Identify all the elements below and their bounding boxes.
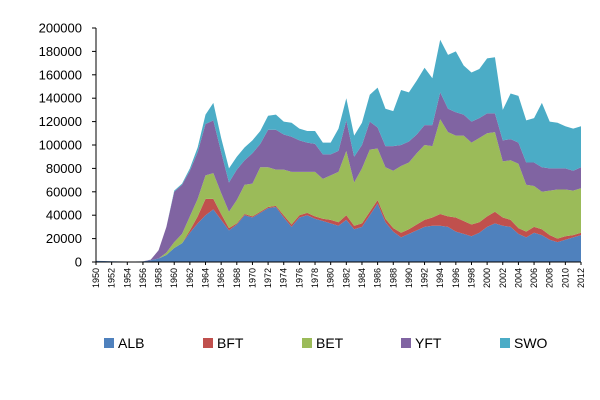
y-tick-label: 20000 xyxy=(46,231,82,246)
x-tick-label: 1962 xyxy=(185,268,195,288)
x-tick-label: 1982 xyxy=(341,268,351,288)
legend-label-yft: YFT xyxy=(415,335,442,351)
legend: ALB BFT BET YFT SWO xyxy=(104,335,548,351)
x-tick-label: 1984 xyxy=(357,268,367,288)
x-tick-label: 1952 xyxy=(107,268,117,288)
area-bft xyxy=(96,198,581,262)
x-axis: 1950 1952 1954 1956 1958 1960 1962 1964 1966 1968… xyxy=(91,261,586,288)
x-tick-label: 1996 xyxy=(451,268,461,288)
x-tick-label: 1970 xyxy=(247,268,257,288)
legend-swatch-yft xyxy=(401,338,411,348)
x-tick-label: 1998 xyxy=(466,268,476,288)
x-tick-label: 1954 xyxy=(122,268,132,288)
area-alb xyxy=(96,203,581,262)
x-tick-label: 1968 xyxy=(232,268,242,288)
x-tick-label: 1964 xyxy=(201,268,211,288)
y-tick-label: 80000 xyxy=(46,161,82,176)
legend-swatch-alb xyxy=(104,338,114,348)
x-tick-label: 1958 xyxy=(154,268,164,288)
legend-label-alb: ALB xyxy=(118,335,144,351)
y-tick-label: 180000 xyxy=(39,44,82,59)
area-swo xyxy=(96,39,581,262)
x-tick-label: 1966 xyxy=(216,268,226,288)
legend-label-bft: BFT xyxy=(217,335,244,351)
y-tick-label: 60000 xyxy=(46,184,82,199)
x-tick-label: 2004 xyxy=(513,268,523,288)
y-tick-label: 120000 xyxy=(39,114,82,129)
area-bet xyxy=(96,119,581,262)
x-tick-label: 2012 xyxy=(576,268,586,288)
area-yft xyxy=(96,92,581,262)
x-tick-label: 1978 xyxy=(310,268,320,288)
y-tick-label: 160000 xyxy=(39,67,82,82)
x-tick-label: 2008 xyxy=(545,268,555,288)
x-tick-label: 1950 xyxy=(91,268,101,288)
legend-label-bet: BET xyxy=(316,335,344,351)
legend-swatch-swo xyxy=(500,338,510,348)
x-tick-label: 1980 xyxy=(326,268,336,288)
x-tick-label: 1976 xyxy=(294,268,304,288)
x-tick-label: 1972 xyxy=(263,268,273,288)
x-tick-label: 1956 xyxy=(138,268,148,288)
x-tick-label: 1960 xyxy=(169,268,179,288)
y-tick-label: 40000 xyxy=(46,208,82,223)
y-tick-label: 0 xyxy=(75,255,82,270)
x-tick-label: 1974 xyxy=(279,268,289,288)
y-tick-label: 140000 xyxy=(39,91,82,106)
y-tick-label: 100000 xyxy=(39,138,82,153)
x-tick-label: 2002 xyxy=(498,268,508,288)
x-tick-label: 2006 xyxy=(529,268,539,288)
y-tick-label: 200000 xyxy=(39,21,82,36)
y-axis: 0 20000 40000 60000 80000 100000 120000 140000 1… xyxy=(39,21,97,270)
area-series-group xyxy=(96,39,581,262)
x-tick-label: 1986 xyxy=(373,268,383,288)
legend-swatch-bet xyxy=(302,338,312,348)
x-tick-label: 2010 xyxy=(560,268,570,288)
x-tick-label: 1992 xyxy=(420,268,430,288)
legend-swatch-bft xyxy=(203,338,213,348)
x-tick-label: 1988 xyxy=(388,268,398,288)
x-tick-label: 1994 xyxy=(435,268,445,288)
legend-label-swo: SWO xyxy=(514,335,548,351)
x-tick-label: 1990 xyxy=(404,268,414,288)
x-tick-label: 2000 xyxy=(482,268,492,288)
